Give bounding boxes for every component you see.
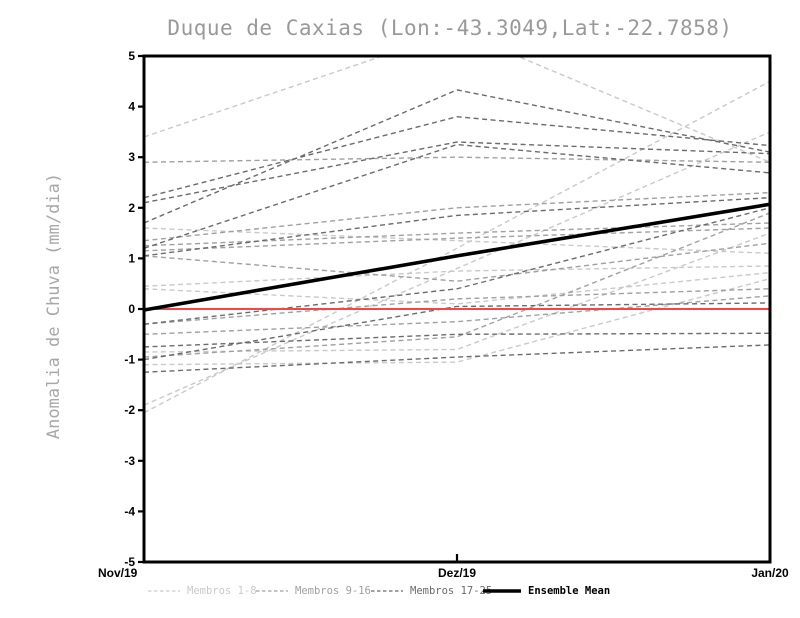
legend-item-members-9-16: Membros 9-16 xyxy=(256,585,371,597)
member-line-3 xyxy=(144,56,770,163)
member-line-23 xyxy=(144,332,770,348)
x-tick-label: Nov/19 xyxy=(98,566,138,580)
y-tick-label: 3 xyxy=(128,150,135,164)
member-line-9 xyxy=(144,156,770,163)
member-line-12 xyxy=(144,288,770,325)
member-line-4 xyxy=(144,227,770,255)
legend-item-ensemble-mean: Ensemble Mean xyxy=(483,585,610,597)
member-line-24 xyxy=(144,344,770,373)
member-line-5 xyxy=(144,265,770,287)
legend: Membros 1-8 Membros 9-16 Membros 17-25 E… xyxy=(0,585,800,609)
legend-label-members-9-16: Membros 9-16 xyxy=(295,585,371,597)
member-line-2 xyxy=(144,131,770,406)
y-tick-label: 2 xyxy=(128,201,135,215)
chart-title: Duque de Caxias (Lon:-43.3049,Lat:-22.78… xyxy=(167,16,733,40)
member-line-17 xyxy=(144,89,770,224)
dashed-line-sample-icon xyxy=(148,590,180,592)
y-tick-label: -3 xyxy=(124,454,135,468)
y-tick-label: 4 xyxy=(128,100,135,114)
member-line-19 xyxy=(144,141,770,204)
solid-line-sample-icon xyxy=(483,589,521,593)
legend-item-members-1-8: Membros 1-8 xyxy=(148,585,257,597)
member-line-11 xyxy=(144,242,770,282)
legend-label-members-17-25: Membros 17-25 xyxy=(410,585,493,597)
member-line-22 xyxy=(144,207,770,325)
x-tick-label: Dez/19 xyxy=(438,566,476,580)
member-line-7 xyxy=(144,232,770,353)
y-tick-label: 5 xyxy=(128,49,135,63)
member-line-14 xyxy=(144,227,770,252)
legend-label-members-1-8: Membros 1-8 xyxy=(187,585,257,597)
y-tick-label: -5 xyxy=(124,555,135,569)
y-tick-label: 0 xyxy=(128,302,135,316)
y-tick-label: -2 xyxy=(124,403,135,417)
member-line-8 xyxy=(144,277,770,366)
member-line-21 xyxy=(144,196,770,257)
member-line-6 xyxy=(144,271,770,305)
member-line-18 xyxy=(144,116,770,199)
member-line-20 xyxy=(144,143,770,249)
y-tick-label: -1 xyxy=(124,353,135,367)
legend-label-ensemble-mean: Ensemble Mean xyxy=(528,585,611,597)
legend-item-members-17-25: Membros 17-25 xyxy=(371,585,492,597)
ensemble-mean-line xyxy=(143,202,771,312)
y-tick-label: 1 xyxy=(128,251,135,265)
members-group xyxy=(144,56,770,414)
member-line-16 xyxy=(144,191,770,242)
dashed-line-sample-icon xyxy=(371,590,403,592)
member-line-15 xyxy=(144,212,770,358)
member-line-10 xyxy=(144,222,770,247)
member-line-1 xyxy=(144,80,770,414)
x-tick-label: Jan/20 xyxy=(751,566,789,580)
y-tick-label: -4 xyxy=(124,504,135,518)
member-line-13 xyxy=(144,295,770,335)
dashed-line-sample-icon xyxy=(256,590,288,592)
member-line-25 xyxy=(144,302,770,361)
